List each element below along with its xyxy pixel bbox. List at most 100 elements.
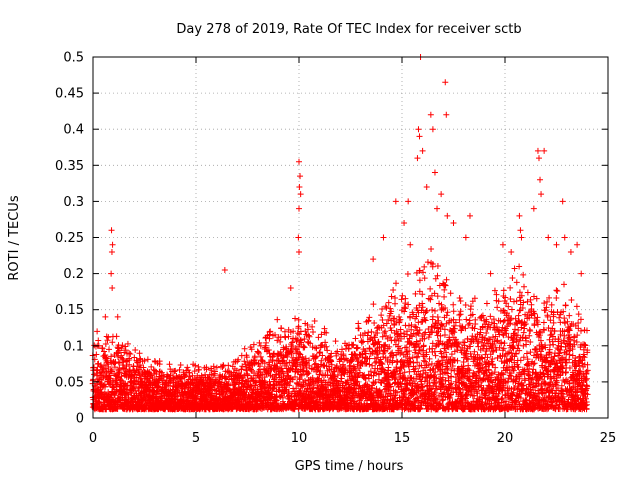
data-point bbox=[118, 373, 125, 380]
data-point bbox=[222, 375, 229, 382]
data-point bbox=[176, 366, 183, 373]
data-point bbox=[261, 374, 268, 381]
data-point bbox=[151, 367, 158, 374]
data-point bbox=[274, 316, 281, 323]
data-point bbox=[118, 345, 125, 352]
data-point bbox=[304, 386, 311, 393]
data-point bbox=[99, 345, 106, 352]
data-point bbox=[225, 362, 232, 369]
data-point bbox=[309, 323, 316, 330]
data-point bbox=[244, 378, 251, 385]
data-point bbox=[104, 337, 111, 344]
data-point bbox=[103, 355, 110, 362]
data-point bbox=[296, 376, 303, 383]
data-point bbox=[126, 357, 133, 364]
data-point bbox=[230, 403, 237, 410]
data-point bbox=[172, 367, 179, 374]
data-point bbox=[280, 370, 287, 377]
data-point bbox=[279, 398, 286, 405]
data-point bbox=[251, 353, 258, 360]
data-point bbox=[124, 340, 131, 347]
data-point bbox=[295, 323, 302, 330]
data-point bbox=[133, 374, 140, 381]
data-point bbox=[298, 372, 305, 379]
data-point bbox=[111, 364, 118, 371]
data-point bbox=[241, 358, 248, 365]
data-point bbox=[267, 381, 274, 388]
data-point bbox=[273, 400, 280, 407]
data-point bbox=[255, 360, 262, 367]
data-point bbox=[203, 379, 210, 386]
data-point bbox=[108, 353, 115, 360]
data-point bbox=[126, 350, 133, 357]
data-point bbox=[213, 364, 220, 371]
data-point bbox=[257, 342, 264, 349]
data-point bbox=[277, 349, 284, 356]
data-point bbox=[255, 349, 262, 356]
data-point bbox=[166, 361, 173, 368]
data-point bbox=[301, 335, 308, 342]
data-point bbox=[181, 385, 188, 392]
data-point bbox=[290, 328, 297, 335]
data-point bbox=[283, 380, 290, 387]
data-point bbox=[257, 353, 264, 360]
data-point bbox=[294, 348, 301, 355]
data-point bbox=[91, 371, 98, 378]
data-point bbox=[279, 358, 286, 365]
data-point bbox=[281, 328, 288, 335]
data-point bbox=[114, 353, 121, 360]
data-point bbox=[149, 374, 156, 381]
data-point bbox=[294, 380, 301, 387]
data-point bbox=[136, 355, 143, 362]
data-point bbox=[269, 357, 276, 364]
data-point bbox=[243, 354, 250, 361]
data-point bbox=[292, 315, 299, 322]
data-point bbox=[294, 330, 301, 337]
data-point bbox=[116, 360, 123, 367]
data-point bbox=[120, 356, 127, 363]
data-point bbox=[106, 372, 113, 379]
data-point bbox=[116, 369, 123, 376]
data-point bbox=[292, 335, 299, 342]
data-point bbox=[186, 373, 193, 380]
data-point bbox=[177, 361, 184, 368]
data-point bbox=[192, 362, 199, 369]
data-point bbox=[119, 342, 126, 349]
data-point bbox=[212, 368, 219, 375]
data-point bbox=[304, 326, 311, 333]
data-point bbox=[293, 385, 300, 392]
data-point bbox=[93, 351, 100, 358]
data-points-layer bbox=[89, 54, 591, 413]
data-point bbox=[293, 346, 300, 353]
data-point bbox=[134, 363, 141, 370]
data-point bbox=[226, 387, 233, 394]
data-point bbox=[111, 392, 118, 399]
data-point bbox=[244, 372, 251, 379]
data-point bbox=[101, 362, 108, 369]
data-point bbox=[267, 328, 274, 335]
data-point bbox=[127, 351, 134, 358]
data-point bbox=[305, 332, 312, 339]
data-point bbox=[95, 337, 102, 344]
data-point bbox=[281, 390, 288, 397]
data-point bbox=[144, 356, 151, 363]
data-point bbox=[122, 343, 129, 350]
data-point bbox=[140, 364, 147, 371]
data-point bbox=[286, 382, 293, 389]
data-point bbox=[298, 339, 305, 346]
data-point bbox=[248, 346, 255, 353]
data-point bbox=[182, 372, 189, 379]
data-point bbox=[184, 364, 191, 371]
data-point bbox=[272, 331, 279, 338]
data-point bbox=[235, 356, 242, 363]
data-point bbox=[252, 382, 259, 389]
data-point bbox=[277, 338, 284, 345]
data-point bbox=[147, 371, 154, 378]
data-point bbox=[274, 337, 281, 344]
data-point bbox=[192, 394, 199, 401]
data-point bbox=[113, 333, 120, 340]
data-point bbox=[266, 335, 273, 342]
data-point bbox=[118, 352, 125, 359]
data-point bbox=[250, 341, 257, 348]
data-point bbox=[301, 344, 308, 351]
